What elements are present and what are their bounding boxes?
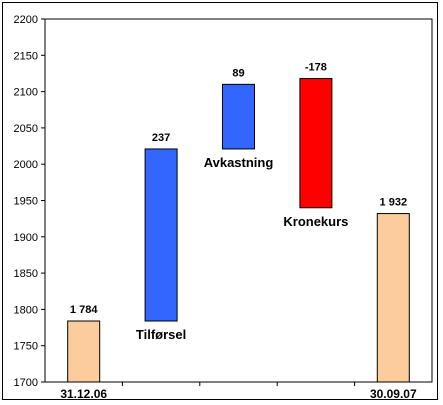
bar-annotation: Avkastning xyxy=(204,155,274,170)
data-label: 1 932 xyxy=(380,197,408,209)
y-tick-label: 1800 xyxy=(14,304,38,316)
plot-area xyxy=(44,18,433,383)
y-tick-label: 1750 xyxy=(14,341,38,353)
y-tick-label: 1700 xyxy=(14,377,38,389)
bar xyxy=(67,320,101,383)
y-tick-label: 2100 xyxy=(14,87,38,99)
y-tick-label: 1850 xyxy=(14,268,38,280)
x-category-label: 30.09.07 xyxy=(370,387,417,401)
y-tick-label: 1900 xyxy=(14,232,38,244)
data-label: 1 784 xyxy=(70,304,98,316)
y-tick-label: 2050 xyxy=(14,123,38,135)
bar-annotation: Tilførsel xyxy=(136,327,186,342)
y-tick-label: 2000 xyxy=(14,159,38,171)
x-category-label: 31.12.06 xyxy=(60,387,107,401)
data-label: 89 xyxy=(232,67,244,79)
bar xyxy=(376,213,410,383)
y-tick-label: 1950 xyxy=(14,196,38,208)
data-label: -178 xyxy=(305,62,327,74)
y-tick-label: 2150 xyxy=(14,50,38,62)
bar xyxy=(222,83,255,150)
data-label: 237 xyxy=(152,132,170,144)
y-tick-label: 2200 xyxy=(14,14,38,26)
bar xyxy=(299,78,333,209)
bar-annotation: Kronekurs xyxy=(283,214,348,229)
bar xyxy=(144,148,178,322)
